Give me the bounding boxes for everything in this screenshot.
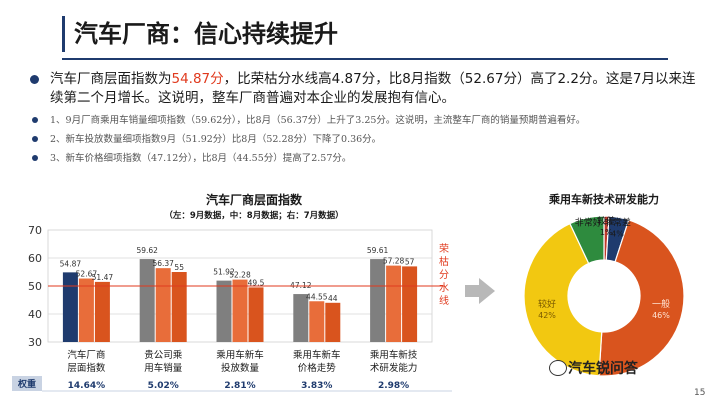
y-tick-label: 70 bbox=[28, 224, 42, 237]
donut-slice-value: 42% bbox=[538, 311, 556, 320]
reference-line-label: 荣 bbox=[439, 243, 449, 255]
bar-value-label: 54.87 bbox=[60, 259, 82, 268]
sub-bullet-2: 2、新车投放数量细项指数9月（51.92分）比8月（52.28分）下降了0.36… bbox=[28, 133, 708, 146]
main-bullet: 汽车厂商层面指数为54.87分，比荣枯分水线高4.87分，比8月指数（52.67… bbox=[28, 70, 708, 108]
bar bbox=[386, 265, 402, 342]
bar bbox=[293, 294, 309, 342]
bar-value-label: 44 bbox=[328, 294, 338, 303]
x-tick-label: 乘用车新车 bbox=[216, 349, 264, 361]
donut-slice-label: 一般 bbox=[652, 298, 670, 310]
bar-chart-subtitle: （左：9月数据，中：8月数据；右：7月数据） bbox=[164, 210, 343, 221]
bar bbox=[216, 280, 232, 342]
weights-label-box bbox=[12, 376, 42, 391]
bar bbox=[309, 301, 325, 342]
bar-value-label: 49.5 bbox=[248, 278, 265, 287]
y-tick-label: 40 bbox=[28, 308, 42, 321]
page-number: 15 bbox=[694, 388, 706, 398]
weight-value: 14.64% bbox=[68, 381, 106, 391]
reference-line-label: 分 bbox=[439, 269, 449, 281]
bar bbox=[155, 268, 171, 342]
slide-title: 汽车厂商：信心持续提升 bbox=[74, 20, 338, 48]
donut-slice-value: 1% bbox=[600, 228, 613, 237]
x-tick-label: 贵公司乘 bbox=[144, 349, 183, 361]
title-bar: 汽车厂商：信心持续提升 bbox=[0, 0, 720, 60]
weight-value: 2.98% bbox=[378, 381, 409, 391]
bar bbox=[248, 287, 264, 342]
main-bullet-prefix: 汽车厂商层面指数为 bbox=[50, 71, 172, 87]
donut-slice-value: 4% bbox=[611, 229, 624, 238]
sub-bullet-text: 1、9月厂商乘用车销量细项指数（59.62分），比8月（56.37分）上升了3.… bbox=[50, 115, 586, 126]
bar-value-label: 59.62 bbox=[136, 246, 158, 255]
bullet-dot-icon bbox=[32, 136, 38, 142]
bar-value-label: 55 bbox=[174, 263, 184, 272]
donut-slice-label: 较差 bbox=[597, 215, 615, 227]
reference-line-label: 水 bbox=[439, 282, 449, 294]
x-tick-label: 用车销量 bbox=[144, 362, 183, 374]
donut-chart-title: 乘用车新技术研发能力 bbox=[548, 192, 659, 206]
bullet-list: 汽车厂商层面指数为54.87分，比荣枯分水线高4.87分，比8月指数（52.67… bbox=[28, 70, 708, 165]
bullet-dot-icon bbox=[30, 75, 39, 84]
sub-bullet-text: 2、新车投放数量细项指数9月（51.92分）比8月（52.28分）下降了0.36… bbox=[50, 134, 382, 145]
bullet-dot-icon bbox=[32, 155, 38, 161]
bar bbox=[78, 278, 94, 342]
x-tick-label: 术研发能力 bbox=[370, 362, 418, 374]
bar-value-label: 44.55 bbox=[306, 292, 328, 301]
donut-slice-label: 非常好 bbox=[575, 217, 602, 229]
sub-bullet-1: 1、9月厂商乘用车销量细项指数（59.62分），比8月（56.37分）上升了3.… bbox=[28, 114, 708, 127]
sub-bullet-text: 3、新车价格细项指数（47.12分），比8月（44.55分）提高了2.57分。 bbox=[50, 153, 352, 164]
main-bullet-suffix: ，比荣枯分水线高4.87分，比8月指数（52.67分）高了2.2分。这是7月以来… bbox=[50, 71, 696, 106]
x-tick-label: 乘用车新车 bbox=[293, 349, 341, 361]
bar-value-label: 52.67 bbox=[76, 270, 98, 279]
bar-value-label: 51.92 bbox=[213, 268, 235, 277]
bar-value-label: 57 bbox=[405, 257, 415, 266]
bar bbox=[370, 259, 386, 342]
arrow-icon bbox=[465, 278, 495, 304]
bullet-dot-icon bbox=[32, 117, 38, 123]
weights-label: 权重 bbox=[17, 378, 36, 390]
donut-slice-label: 非常差 bbox=[604, 216, 631, 228]
x-tick-label: 投放数量 bbox=[221, 362, 260, 374]
donut-slice bbox=[569, 215, 605, 265]
donut-slice-label: 较好 bbox=[538, 298, 556, 310]
bar bbox=[325, 302, 341, 342]
weight-value: 2.81% bbox=[224, 381, 255, 391]
x-tick-label: 乘用车新技 bbox=[370, 349, 418, 361]
main-bullet-highlight: 54.87分 bbox=[171, 71, 224, 87]
x-tick-label: 汽车厂商 bbox=[67, 349, 105, 361]
weight-value: 3.83% bbox=[301, 381, 332, 391]
reference-line-label: 线 bbox=[439, 294, 449, 307]
x-tick-label: 价格走势 bbox=[298, 362, 337, 374]
title-underline bbox=[62, 58, 668, 60]
donut-slice-value: 46% bbox=[652, 311, 670, 320]
donut-slice bbox=[523, 222, 603, 377]
donut-slice bbox=[598, 219, 685, 377]
sub-bullet-3: 3、新车价格细项指数（47.12分），比8月（44.55分）提高了2.57分。 bbox=[28, 152, 708, 165]
y-tick-label: 60 bbox=[28, 252, 42, 265]
reference-line-label: 枯 bbox=[439, 255, 449, 268]
x-tick-label: 层面指数 bbox=[67, 362, 106, 374]
bar-value-label: 59.61 bbox=[367, 246, 389, 255]
bar bbox=[94, 281, 110, 342]
y-tick-label: 50 bbox=[28, 280, 42, 293]
bar-value-label: 51.47 bbox=[92, 273, 114, 282]
y-tick-label: 30 bbox=[28, 336, 42, 349]
bar bbox=[62, 272, 78, 342]
bar-chart-title: 汽车厂商层面指数 bbox=[206, 192, 303, 207]
watermark-text: 汽车锐问答 bbox=[568, 361, 638, 377]
bar bbox=[232, 279, 248, 342]
weight-value: 5.02% bbox=[148, 381, 179, 391]
bar-chart: 汽车厂商层面指数 （左：9月数据，中：8月数据；右：7月数据） 70 60 50 40… bbox=[12, 192, 452, 392]
bar-value-label: 52.28 bbox=[229, 271, 251, 280]
bar-value-label: 57.28 bbox=[383, 257, 405, 266]
bar bbox=[139, 259, 155, 342]
bar bbox=[171, 272, 187, 342]
wechat-icon bbox=[549, 360, 567, 376]
bar-value-label: 56.37 bbox=[152, 259, 174, 268]
bar bbox=[402, 266, 418, 342]
title-accent-bar bbox=[62, 16, 65, 52]
